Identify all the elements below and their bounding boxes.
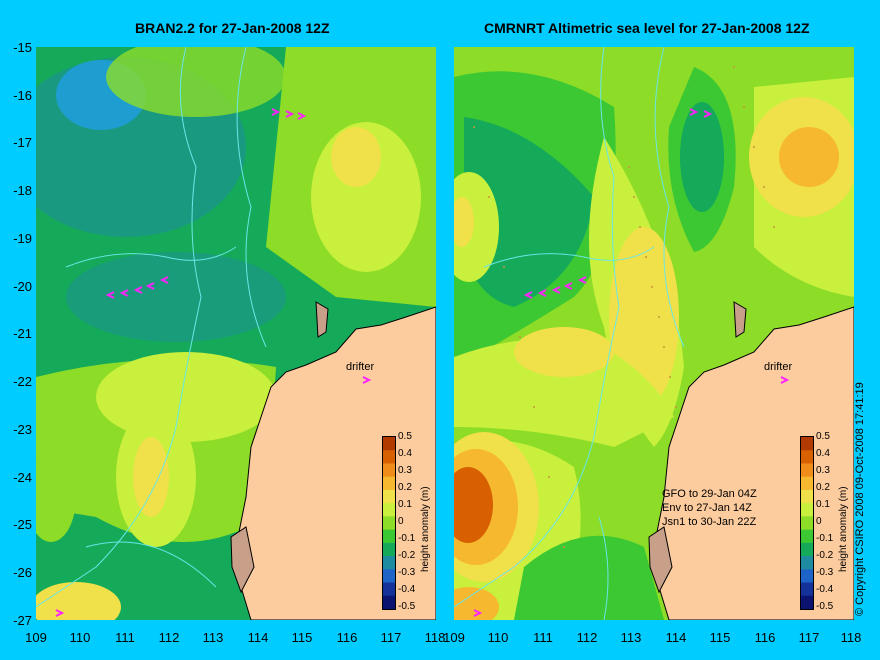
x-tick: 116	[754, 630, 776, 645]
colorbar-swatch	[801, 516, 813, 531]
x-tick: 114	[247, 630, 269, 645]
right-colorbar-title: height anomaly (m)	[838, 486, 849, 572]
y-tick: -20	[13, 279, 32, 294]
right-panel-title: CMRNRT Altimetric sea level for 27-Jan-2…	[484, 20, 810, 36]
y-tick: -21	[13, 326, 32, 341]
colorbar-swatch	[383, 569, 395, 584]
colorbar-label: 0.3	[816, 465, 830, 476]
colorbar-label: -0.5	[398, 601, 416, 612]
x-tick: 112	[158, 630, 180, 645]
x-tick: 117	[380, 630, 402, 645]
note-gfo: GFO to 29-Jan 04Z	[662, 488, 757, 500]
colorbar-label: -0.2	[398, 550, 416, 561]
colorbar-swatch	[383, 503, 395, 517]
colorbar-label: 0	[398, 516, 404, 527]
colorbar-label: -0.2	[816, 550, 834, 561]
colorbar-swatch	[801, 489, 813, 504]
colorbar-swatch	[801, 556, 813, 570]
colorbar-label: 0.1	[816, 499, 830, 510]
colorbar-label: -0.3	[816, 567, 834, 578]
left-colorbar-title: height anomaly (m)	[420, 486, 431, 572]
colorbar-swatch	[383, 489, 395, 504]
colorbar-swatch	[383, 529, 395, 544]
colorbar-swatch	[801, 582, 813, 597]
colorbar-label: 0.4	[398, 448, 412, 459]
colorbar-swatch	[801, 595, 813, 609]
left-colorbar	[382, 436, 396, 610]
colorbar-swatch	[383, 556, 395, 570]
colorbar-label: -0.1	[816, 533, 834, 544]
colorbar-swatch	[383, 595, 395, 609]
y-tick: -24	[13, 470, 32, 485]
copyright-notice: © Copyright CSIRO 2008 09-Oct-2008 17:41…	[854, 382, 866, 616]
x-tick: 118	[424, 630, 446, 645]
x-tick: 113	[202, 630, 224, 645]
colorbar-label: -0.4	[398, 584, 416, 595]
note-jsn1: Jsn1 to 30-Jan 22Z	[662, 516, 757, 528]
colorbar-swatch	[801, 450, 813, 464]
x-tick: 111	[533, 630, 553, 645]
x-tick: 109	[25, 630, 47, 645]
x-tick: 110	[69, 630, 91, 645]
colorbar-swatch	[383, 437, 395, 451]
colorbar-swatch	[383, 516, 395, 531]
colorbar-label: 0.5	[398, 431, 412, 442]
colorbar-swatch	[801, 437, 813, 451]
x-tick: 115	[709, 630, 731, 645]
x-tick: 112	[576, 630, 598, 645]
colorbar-label: -0.5	[816, 601, 834, 612]
left-map: drifter 0.5 0.4 0.3 0.2 0.1 0 -0.1 -0.2 …	[36, 47, 436, 620]
colorbar-swatch	[801, 476, 813, 491]
x-tick: 117	[798, 630, 820, 645]
colorbar-label: 0.4	[816, 448, 830, 459]
y-tick: -25	[13, 517, 32, 532]
x-tick: 118	[840, 630, 862, 645]
x-tick: 111	[115, 630, 135, 645]
satellite-notes: GFO to 29-Jan 04Z Env to 27-Jan 14Z Jsn1…	[662, 487, 757, 529]
colorbar-swatch	[801, 529, 813, 544]
y-tick: -18	[13, 183, 32, 198]
colorbar-label: 0.3	[398, 465, 412, 476]
right-map: drifter GFO to 29-Jan 04Z Env to 27-Jan …	[454, 47, 854, 620]
x-tick: 110	[487, 630, 509, 645]
colorbar-swatch	[801, 503, 813, 517]
colorbar-label: -0.1	[398, 533, 416, 544]
y-tick: -15	[13, 40, 32, 55]
note-env: Env to 27-Jan 14Z	[662, 502, 752, 514]
colorbar-swatch	[383, 476, 395, 491]
colorbar-label: 0.2	[816, 482, 830, 493]
colorbar-label: 0.1	[398, 499, 412, 510]
colorbar-label: 0.2	[398, 482, 412, 493]
y-tick: -27	[13, 613, 32, 628]
x-tick: 115	[291, 630, 313, 645]
x-tick: 113	[620, 630, 642, 645]
colorbar-label: -0.3	[398, 567, 416, 578]
colorbar-swatch	[801, 463, 813, 478]
colorbar-swatch	[801, 542, 813, 557]
y-tick: -16	[13, 88, 32, 103]
colorbar-swatch	[383, 542, 395, 557]
y-tick: -17	[13, 135, 32, 150]
colorbar-swatch	[383, 463, 395, 478]
x-tick: 109	[443, 630, 465, 645]
left-drifter-label: drifter	[346, 361, 375, 373]
x-tick: 114	[665, 630, 687, 645]
x-tick: 116	[336, 630, 358, 645]
colorbar-label: 0	[816, 516, 822, 527]
colorbar-label: 0.5	[816, 431, 830, 442]
y-tick: -26	[13, 565, 32, 580]
right-drifter-label: drifter	[764, 361, 793, 373]
y-tick: -19	[13, 231, 32, 246]
colorbar-label: -0.4	[816, 584, 834, 595]
colorbar-swatch	[383, 450, 395, 464]
y-tick: -23	[13, 422, 32, 437]
left-panel-title: BRAN2.2 for 27-Jan-2008 12Z	[135, 20, 330, 36]
colorbar-swatch	[383, 582, 395, 597]
y-tick: -22	[13, 374, 32, 389]
right-colorbar	[800, 436, 814, 610]
colorbar-swatch	[801, 569, 813, 584]
